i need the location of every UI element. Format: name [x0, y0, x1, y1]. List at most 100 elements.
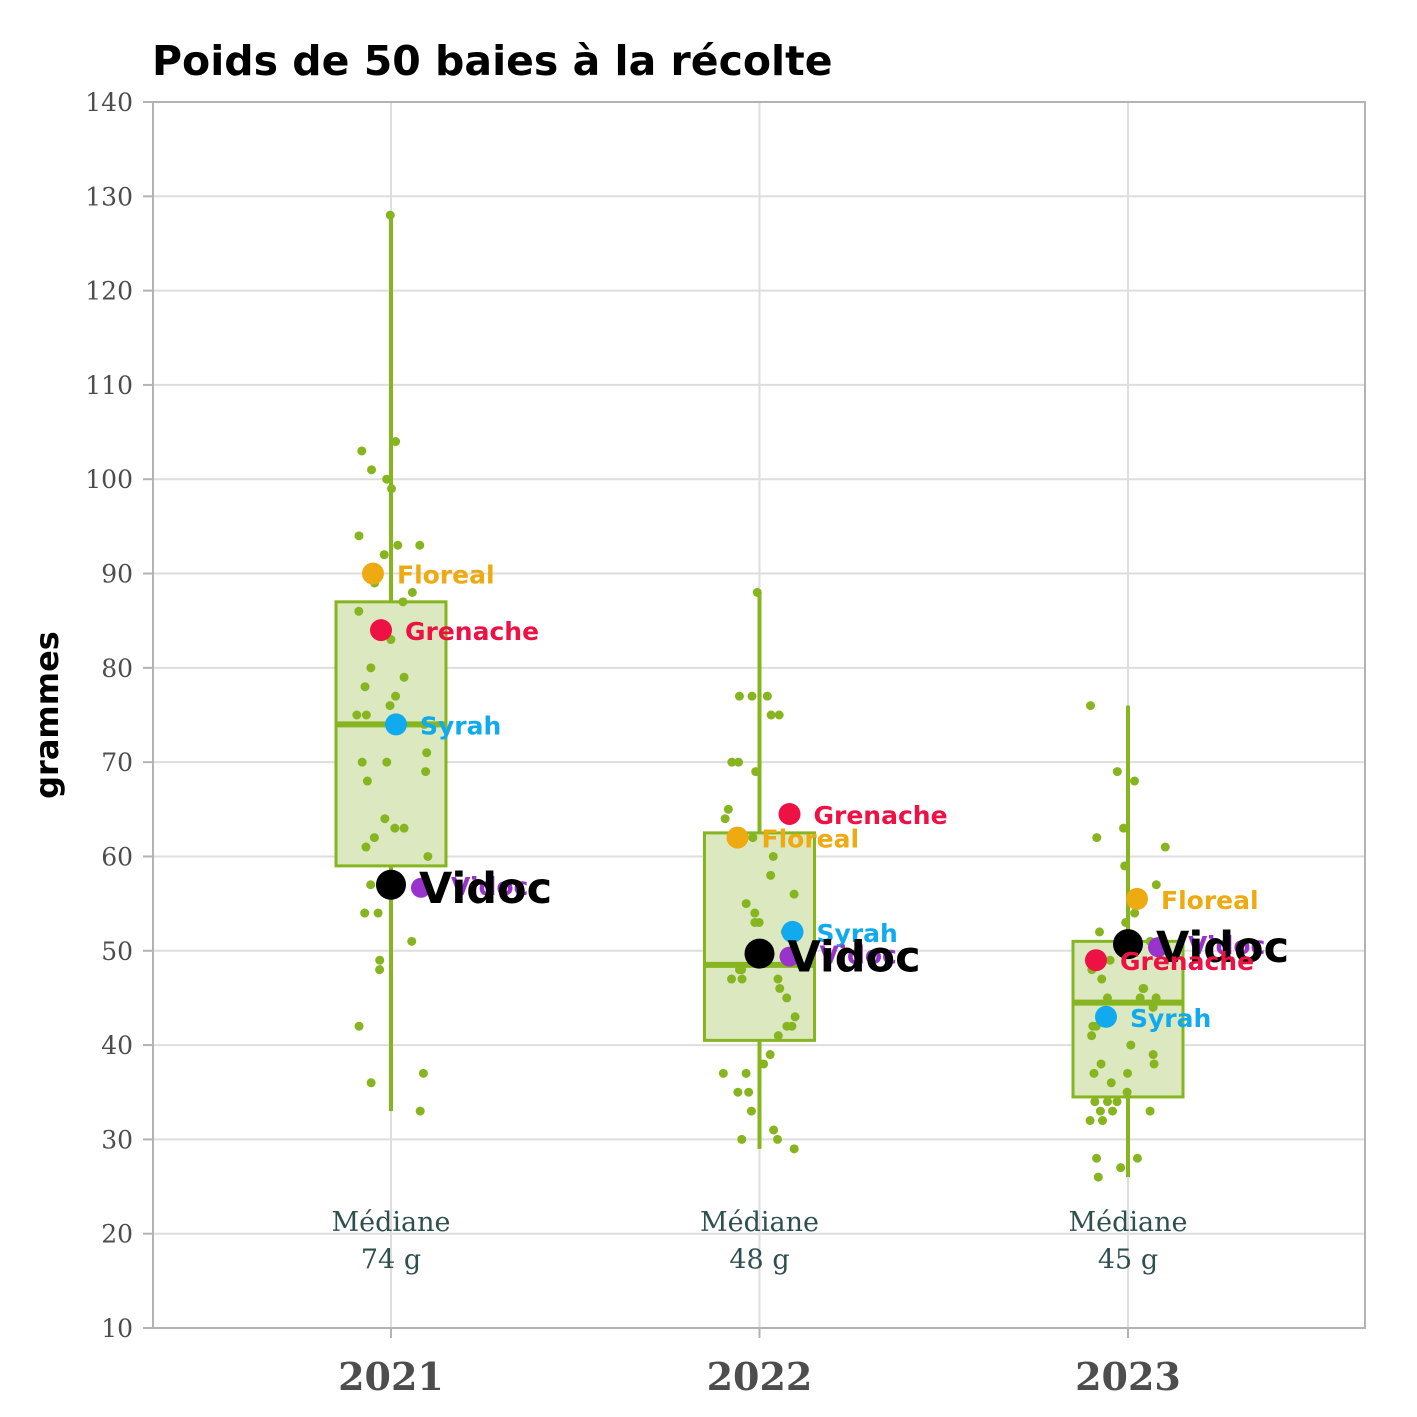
data-point — [720, 814, 730, 824]
data-point — [362, 776, 372, 786]
data-point — [752, 587, 762, 597]
data-point — [1126, 1040, 1136, 1050]
data-point — [773, 974, 783, 984]
data-point — [1138, 983, 1148, 993]
data-point — [399, 823, 409, 833]
data-point — [727, 974, 737, 984]
y-tick-label: 130 — [85, 182, 133, 211]
data-point — [391, 691, 401, 701]
variety-marker — [726, 826, 749, 849]
y-tick-label: 110 — [85, 371, 133, 400]
data-point — [766, 870, 776, 880]
data-point — [1119, 823, 1129, 833]
data-point — [789, 1144, 799, 1154]
data-point — [775, 983, 785, 993]
variety-label: Grenache — [405, 617, 539, 646]
y-tick-label: 40 — [101, 1031, 133, 1060]
data-point — [1090, 1097, 1100, 1107]
data-point — [382, 474, 392, 484]
data-point — [1130, 908, 1140, 918]
data-point — [734, 757, 744, 767]
data-point — [352, 710, 362, 720]
data-point — [415, 1106, 425, 1116]
median-value: 45 g — [1098, 1245, 1158, 1276]
data-point — [751, 767, 761, 777]
data-point — [373, 908, 383, 918]
x-tick-label: 2022 — [707, 1354, 813, 1399]
data-point — [1130, 776, 1140, 786]
data-point — [768, 851, 778, 861]
y-tick-label: 70 — [101, 748, 133, 777]
data-point — [386, 484, 396, 494]
vidoc-marker — [1113, 929, 1143, 960]
data-point — [399, 672, 409, 682]
data-point — [1121, 917, 1131, 927]
data-point — [391, 437, 401, 447]
data-point — [1087, 1031, 1097, 1041]
y-tick-label: 30 — [101, 1125, 133, 1154]
data-point — [790, 1012, 800, 1022]
data-point — [769, 1125, 779, 1135]
y-axis: 10 20 30 40 50 60 70 80 90 100 110 120 130 140 — [85, 88, 153, 1343]
data-point — [789, 889, 799, 899]
data-point — [375, 955, 385, 965]
data-point — [723, 804, 733, 814]
x-tick-label: 2023 — [1075, 1354, 1181, 1399]
data-point — [750, 917, 760, 927]
variety-label: Syrah — [817, 919, 898, 948]
data-point — [360, 908, 370, 918]
variety-label: Floreal — [762, 825, 860, 854]
y-tick-label: 90 — [101, 560, 133, 589]
data-point — [727, 757, 737, 767]
data-point — [1122, 1087, 1132, 1097]
data-point — [748, 833, 758, 843]
variety-label: Floreal — [397, 561, 495, 590]
median-label: Médiane — [1068, 1207, 1187, 1238]
data-point — [1151, 880, 1161, 890]
data-point — [773, 1134, 783, 1144]
data-point — [1160, 842, 1170, 852]
variety-marker — [362, 562, 384, 585]
data-point — [1093, 1172, 1103, 1182]
data-point — [366, 1078, 376, 1088]
data-point — [774, 710, 784, 720]
vidoc-label-secondary: Vidoc — [820, 941, 897, 970]
vidoc-label: Vidoc — [1156, 923, 1289, 973]
data-point — [741, 1068, 751, 1078]
data-point — [1098, 1116, 1108, 1126]
y-tick-label: 80 — [101, 654, 133, 683]
data-point — [366, 880, 376, 890]
data-point — [1086, 701, 1096, 711]
data-point — [746, 1106, 756, 1116]
data-point — [354, 1021, 364, 1031]
data-point — [1145, 1106, 1155, 1116]
data-point — [385, 210, 395, 220]
variety-marker — [370, 619, 392, 642]
data-point — [369, 833, 379, 843]
data-point — [741, 899, 751, 909]
data-point — [419, 719, 429, 729]
median-annotations: Médiane 74 g Médiane 48 g Médiane 45 g — [331, 1207, 1187, 1276]
data-point — [361, 710, 371, 720]
data-point — [407, 587, 417, 597]
y-tick-label: 20 — [101, 1220, 133, 1249]
variety-marker — [1095, 1005, 1117, 1028]
data-point — [734, 691, 744, 701]
data-point — [1092, 1153, 1102, 1163]
data-point — [1132, 1153, 1142, 1163]
variety-label: Grenache — [814, 801, 948, 830]
data-point — [398, 597, 408, 607]
data-point — [1092, 833, 1102, 843]
y-tick-label: 120 — [85, 277, 133, 306]
data-point — [1135, 993, 1145, 1003]
data-point — [1148, 1050, 1158, 1060]
data-point — [765, 1050, 775, 1060]
data-point — [734, 965, 744, 975]
data-point — [750, 908, 760, 918]
data-point — [1108, 1106, 1117, 1116]
plot-frame — [152, 101, 1366, 1329]
data-point — [367, 465, 377, 475]
data-point — [747, 691, 757, 701]
data-point — [361, 842, 371, 852]
